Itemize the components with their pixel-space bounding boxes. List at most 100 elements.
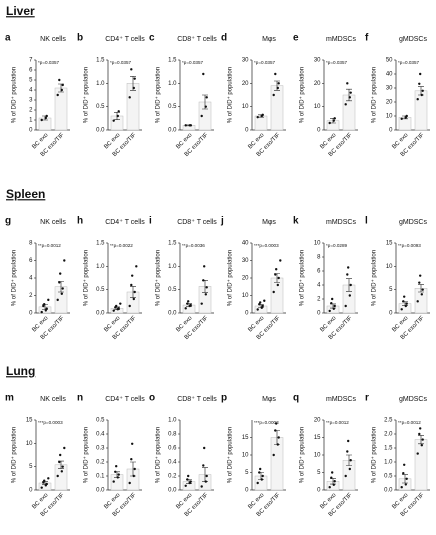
y-tick-label: 4	[29, 88, 33, 94]
data-point	[346, 273, 349, 276]
panel-letter: d	[221, 33, 227, 44]
data-point	[274, 273, 277, 276]
y-tick-label: 0	[317, 488, 321, 494]
data-point	[405, 114, 408, 118]
data-point	[117, 307, 120, 310]
data-point	[400, 486, 403, 489]
y-tick-label: 0	[389, 311, 393, 317]
data-point	[184, 307, 187, 310]
p-value: **p=0.0012	[326, 420, 349, 425]
section-title: Lung	[6, 364, 35, 378]
error-bar	[346, 88, 352, 102]
bar	[270, 85, 284, 131]
data-point	[348, 96, 351, 99]
data-point	[418, 281, 421, 284]
y-tick-label: 0	[389, 128, 393, 134]
data-point	[405, 302, 408, 305]
y-tick-label: 4	[317, 283, 321, 289]
y-tick-label: 10	[242, 453, 249, 459]
panel-letter: m	[5, 393, 14, 404]
data-point	[330, 476, 333, 479]
y-tick-label: 1.5	[96, 58, 105, 64]
data-point	[204, 293, 207, 296]
data-point	[349, 459, 352, 462]
y-tick-label: 2	[317, 297, 321, 303]
data-point	[205, 474, 208, 478]
data-point	[187, 300, 190, 303]
data-point	[420, 293, 423, 296]
y-tick-label: 5	[389, 287, 393, 293]
data-point	[346, 450, 349, 453]
data-point	[402, 472, 405, 475]
y-axis-label: % of DiD⁺ population	[299, 250, 306, 306]
y-tick-label: 0.3	[96, 446, 105, 452]
data-point	[117, 110, 120, 113]
data-point	[346, 82, 349, 85]
data-point	[328, 309, 331, 313]
data-point	[332, 307, 335, 310]
data-point	[131, 442, 134, 445]
data-point	[421, 89, 424, 93]
y-tick-label: 0.2	[96, 460, 105, 466]
data-point	[187, 474, 190, 478]
y-axis-label: % of DiD⁺ population	[227, 250, 234, 306]
data-point	[200, 114, 203, 118]
data-point	[40, 310, 43, 314]
y-tick-label: 1.5	[384, 446, 393, 452]
y-tick-label: 20	[386, 100, 393, 106]
data-point	[40, 118, 43, 122]
data-point	[60, 292, 63, 295]
data-point	[277, 276, 280, 280]
data-point	[200, 302, 203, 305]
p-value: *p=0.0357	[182, 60, 204, 65]
y-tick-label: 1.0	[96, 264, 105, 270]
y-tick-label: 10	[386, 264, 393, 270]
panel-letter: l	[365, 216, 368, 227]
data-point	[403, 295, 406, 298]
panel-letter: n	[77, 393, 83, 404]
panel-title: CD4⁺ T cells	[105, 396, 145, 403]
y-tick-label: 7	[29, 58, 33, 64]
y-tick-label: 1.0	[168, 418, 177, 424]
p-value: **p=0.0093	[398, 243, 421, 248]
y-tick-label: 40	[242, 241, 249, 247]
y-tick-label: 5	[317, 470, 321, 476]
y-tick-label: 0.5	[384, 474, 393, 480]
panel-letter: g	[5, 216, 11, 227]
y-tick-label: 1.0	[96, 81, 105, 87]
data-point	[45, 114, 48, 118]
data-point	[419, 427, 422, 430]
data-point	[132, 86, 135, 90]
data-point	[43, 303, 46, 306]
p-value: **p=0.0036	[182, 243, 205, 248]
data-point	[348, 294, 351, 297]
error-bar	[402, 474, 408, 484]
panel-letter: q	[293, 393, 299, 404]
data-point	[259, 301, 262, 304]
p-value: *p=0.0357	[398, 60, 420, 65]
data-point	[402, 300, 405, 303]
panel-title: gMDSCs	[399, 396, 428, 403]
data-point	[416, 98, 419, 101]
data-point	[43, 479, 46, 482]
panel-title: Mφs	[262, 396, 276, 403]
panel-letter: h	[77, 216, 83, 227]
section-title: Liver	[6, 4, 35, 18]
y-tick-label: 0.0	[96, 488, 105, 494]
y-tick-label: 0.6	[168, 446, 177, 452]
data-point	[349, 91, 352, 94]
y-tick-label: 30	[242, 258, 249, 264]
panel-title: CD4⁺ T cells	[105, 219, 145, 226]
data-point	[45, 482, 48, 486]
y-axis-label: % of DiD⁺ population	[155, 427, 162, 483]
y-axis-label: % of DiD⁺ population	[83, 67, 90, 123]
data-point	[400, 308, 403, 311]
data-point	[202, 279, 205, 282]
data-point	[132, 297, 135, 301]
error-bar	[418, 284, 424, 293]
data-point	[128, 96, 131, 99]
p-value: **p=0.0012	[398, 420, 421, 425]
p-value: ***p=0.0003	[38, 420, 63, 425]
y-tick-label: 6	[317, 269, 321, 275]
y-tick-label: 0.0	[384, 488, 393, 494]
